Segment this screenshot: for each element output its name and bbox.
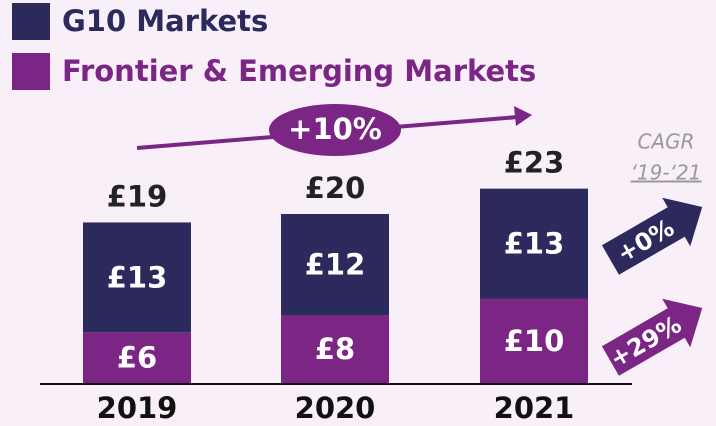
x-tick-label: 2021 xyxy=(494,391,575,425)
legend-label: Frontier & Emerging Markets xyxy=(62,54,536,88)
bar-segment xyxy=(83,332,191,383)
legend-swatch xyxy=(12,3,50,40)
segment-label: £13 xyxy=(107,260,168,294)
bar-segment xyxy=(83,222,191,333)
cagr-arrow-shape xyxy=(601,298,703,376)
cagr-arrow-shape xyxy=(601,197,703,275)
bar-segment xyxy=(480,298,588,383)
cagr-arrow: +0% xyxy=(601,197,703,275)
segment-label: £6 xyxy=(117,341,157,375)
total-label: £23 xyxy=(504,146,565,180)
bar-segment xyxy=(281,214,389,316)
legend-label: G10 Markets xyxy=(62,4,268,38)
cagr-arrow: +29% xyxy=(601,298,703,376)
growth-label: +10% xyxy=(288,112,382,146)
total-label: £19 xyxy=(107,179,168,213)
segment-label: £12 xyxy=(305,248,366,282)
growth-badge xyxy=(269,104,401,156)
segment-label: £10 xyxy=(504,324,565,358)
bar-segment xyxy=(480,188,588,299)
total-label: £20 xyxy=(305,171,366,205)
growth-arrow-head xyxy=(514,106,532,126)
segment-label: £13 xyxy=(504,227,565,261)
segment-label: £8 xyxy=(315,332,355,366)
x-tick-label: 2019 xyxy=(97,391,178,425)
cagr-period: ‘19-‘21 xyxy=(631,161,702,185)
cagr-title: CAGR xyxy=(637,130,694,154)
legend-swatch xyxy=(12,53,50,90)
x-tick-label: 2020 xyxy=(295,391,376,425)
bar-segment xyxy=(281,315,389,383)
